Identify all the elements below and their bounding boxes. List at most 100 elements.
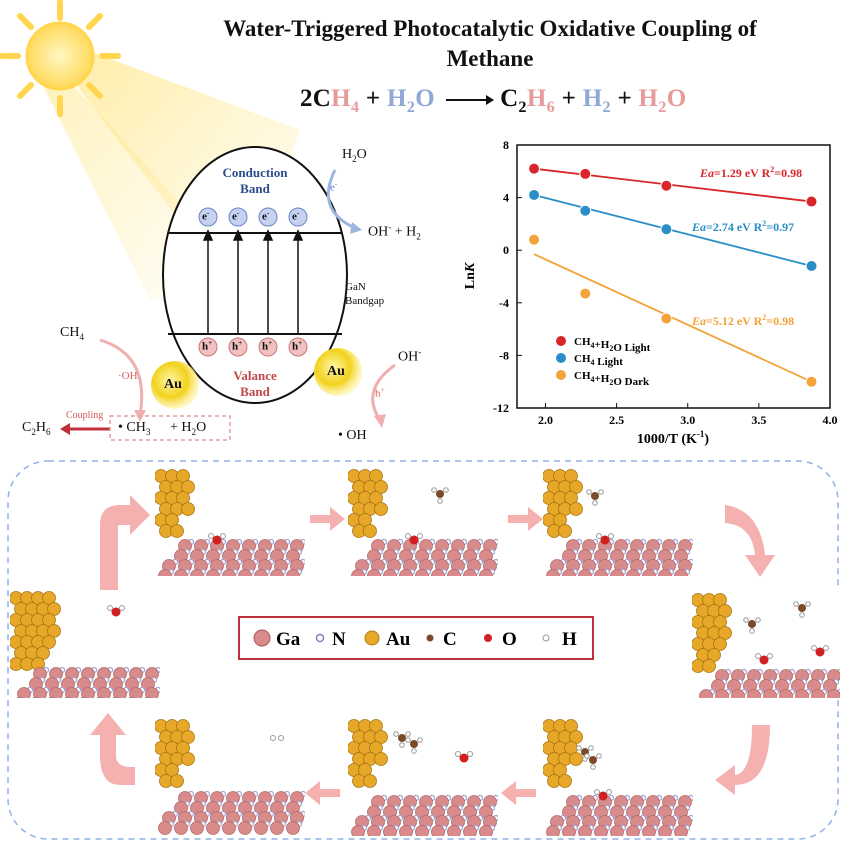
ga-atom	[399, 825, 413, 836]
reaction-arrow	[442, 86, 494, 114]
data-point	[805, 375, 818, 388]
legend-marker-2	[556, 370, 566, 380]
y-tick-label: -12	[493, 401, 509, 415]
h-atom	[455, 751, 461, 757]
snapshot-right-atoms	[692, 593, 840, 698]
coupling-label: Coupling	[66, 410, 104, 421]
au-atom	[170, 524, 184, 538]
ga-atom	[447, 569, 461, 576]
ga-atom	[731, 689, 745, 698]
atom-legend: Ga N Au C O H	[238, 616, 594, 660]
hole-label-3: h+	[262, 339, 273, 353]
n-atom	[103, 696, 109, 698]
ga-atom	[715, 689, 729, 698]
h-atom	[411, 748, 417, 754]
legend-au: Au	[386, 629, 411, 650]
c-atom	[591, 492, 599, 500]
electron-label-1: e-	[202, 209, 210, 223]
h-atom	[743, 617, 749, 623]
snapshot-bottom-3-atoms	[543, 719, 693, 836]
h-plus-label: h+	[375, 386, 385, 400]
legend-label-2: CH4+H2O Dark	[574, 370, 650, 388]
h-atom	[119, 605, 125, 611]
h2o-bottom-label: + H2O	[170, 420, 207, 437]
ga-atom	[351, 569, 365, 576]
gan-bandgap-label: GaN Bandgap	[345, 281, 385, 307]
ga-atom	[578, 825, 592, 836]
arrhenius-chart: 2.0 2.5 3.0 3.5 4.0 8 4 0 -4 -8 -12 Ea=1.29 eV R2=…	[463, 138, 838, 447]
x-tick-label: 3.0	[680, 413, 695, 427]
ga-atom	[747, 689, 761, 698]
oh-dot-label: • OH	[338, 428, 367, 443]
o-atom	[459, 753, 469, 763]
au-atom	[181, 502, 195, 516]
au-atom	[558, 774, 572, 788]
ga-atom	[447, 825, 461, 836]
fit-line-1	[533, 194, 812, 267]
ga-atom	[479, 825, 493, 836]
ga-atom	[658, 569, 672, 576]
o-atom	[815, 647, 825, 657]
h-atom	[417, 737, 423, 743]
oh-minus-label: OH-	[398, 347, 422, 365]
ga-atom	[546, 825, 560, 836]
ga-atom	[286, 569, 300, 576]
ga-atom	[399, 569, 413, 576]
h-atom	[443, 487, 449, 493]
y-tick-label: -8	[499, 348, 509, 362]
n-atom	[71, 696, 77, 698]
y-tick-label: 8	[503, 138, 509, 152]
ga-atom	[578, 569, 592, 576]
y-tick-label: 4	[503, 191, 509, 205]
y-tick-label: -4	[499, 296, 509, 310]
x-axis-label: 1000/T (K-1)	[637, 429, 710, 447]
ga-atom	[546, 569, 560, 576]
au-atom	[374, 502, 388, 516]
snapshot-top-2	[348, 468, 498, 576]
fit-line-2	[533, 253, 812, 383]
au-atom	[42, 635, 56, 649]
ga-atom	[811, 689, 825, 698]
snapshot-top-1	[155, 468, 305, 576]
ga-atom	[795, 689, 809, 698]
ga-atom	[763, 689, 777, 698]
ga-atom	[174, 821, 188, 835]
ga-atom	[463, 825, 477, 836]
ga-atom	[81, 687, 95, 698]
excitation-arrows	[202, 229, 304, 334]
ga-atom	[270, 569, 284, 576]
ga-atom	[674, 825, 688, 836]
legend-h: H	[562, 629, 577, 650]
legend-label-1: CH4 Light	[574, 353, 623, 368]
snapshot-left	[10, 590, 160, 698]
plot-frame	[516, 144, 831, 409]
h-atom	[405, 737, 411, 743]
ga-atom	[827, 689, 840, 698]
electron-small-label: e-	[330, 180, 338, 194]
ga-atom	[129, 687, 143, 698]
ga-atom	[254, 821, 268, 835]
ga-atom	[286, 821, 300, 835]
ga-atom	[415, 569, 429, 576]
legend-o: O	[502, 629, 517, 650]
ga-atom	[415, 825, 429, 836]
au-atom	[363, 774, 377, 788]
h-atom	[799, 612, 805, 618]
ga-atom	[270, 821, 284, 835]
x-tick-label: 2.0	[538, 413, 553, 427]
h2o-top-label: H2O	[342, 147, 367, 164]
o-atom	[409, 535, 419, 545]
h-atom	[393, 731, 399, 737]
title-line-2: Methane	[446, 46, 534, 71]
data-point	[579, 287, 592, 300]
ga-atom	[594, 825, 608, 836]
h-atom	[596, 753, 602, 759]
hole-label-2: h+	[232, 339, 243, 353]
reaction-equation: 2CH4 + H2O C2H6 + H2 + H2O	[300, 85, 687, 116]
data-point	[528, 233, 541, 246]
data-point	[579, 167, 592, 180]
data-point	[528, 162, 541, 175]
h-atom	[608, 533, 614, 539]
h-atom	[586, 489, 592, 495]
conduction-band-label: Conduction Band	[222, 165, 288, 196]
